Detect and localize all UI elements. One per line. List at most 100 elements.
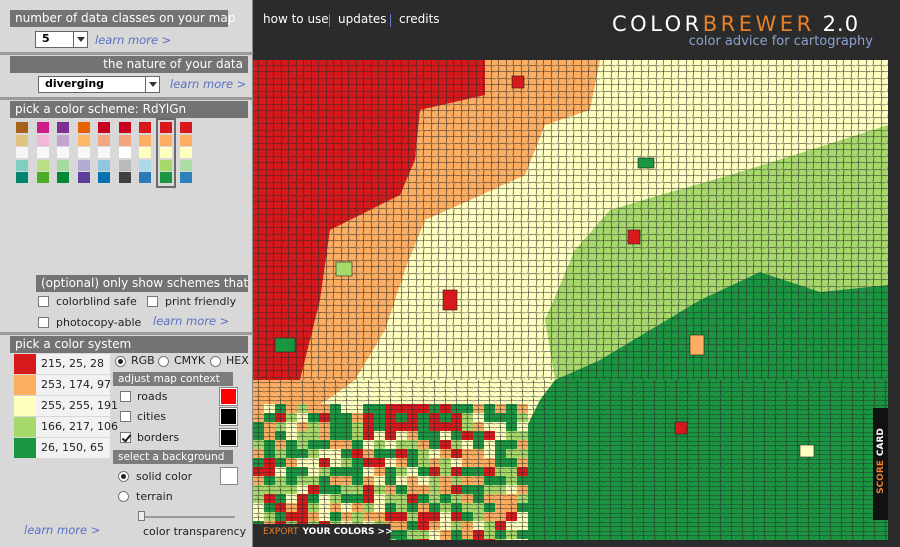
radio[interactable] bbox=[118, 491, 129, 502]
color-value: 166, 217, 106 bbox=[41, 420, 118, 433]
scheme-swatch[interactable] bbox=[139, 122, 151, 133]
scheme-swatch[interactable] bbox=[16, 134, 28, 146]
checkbox[interactable] bbox=[120, 391, 131, 402]
learn-more-link[interactable]: learn more > bbox=[24, 523, 101, 537]
map-county bbox=[511, 75, 525, 89]
color-value: 215, 25, 28 bbox=[41, 357, 104, 370]
scheme-swatch[interactable] bbox=[98, 134, 110, 146]
county-borders bbox=[253, 60, 888, 380]
checkbox[interactable] bbox=[147, 296, 158, 307]
checkbox[interactable] bbox=[38, 296, 49, 307]
radio[interactable] bbox=[158, 356, 169, 367]
selected-scheme-frame bbox=[155, 118, 176, 188]
section-separator bbox=[0, 97, 253, 100]
scheme-swatch[interactable] bbox=[77, 159, 90, 171]
scheme-swatch[interactable] bbox=[180, 159, 192, 171]
scheme-swatch[interactable] bbox=[159, 147, 172, 158]
export-prefix: EXPORT bbox=[263, 527, 299, 537]
scheme-swatch[interactable] bbox=[77, 147, 90, 158]
color-picker[interactable] bbox=[219, 407, 238, 426]
scheme-swatch[interactable] bbox=[159, 172, 172, 183]
checkbox[interactable] bbox=[120, 432, 131, 443]
scheme-swatch[interactable] bbox=[98, 122, 110, 133]
scheme-swatch[interactable] bbox=[139, 147, 151, 158]
scheme-swatch[interactable] bbox=[118, 147, 131, 158]
nav-separator bbox=[329, 14, 330, 27]
scheme-swatch[interactable] bbox=[57, 147, 69, 158]
scheme-swatch[interactable] bbox=[77, 134, 90, 146]
radio[interactable] bbox=[210, 356, 221, 367]
scheme-swatch[interactable] bbox=[36, 159, 49, 171]
color-picker[interactable] bbox=[219, 428, 238, 447]
scheme-swatch[interactable] bbox=[16, 159, 28, 171]
color-swatch bbox=[14, 417, 36, 437]
checkbox-label: print friendly bbox=[165, 295, 237, 308]
color-row-bg bbox=[14, 396, 110, 416]
scheme-swatch[interactable] bbox=[57, 134, 69, 146]
scheme-swatch[interactable] bbox=[77, 122, 90, 133]
checkbox-label: borders bbox=[137, 431, 180, 444]
color-swatch bbox=[14, 396, 36, 416]
scheme-swatch[interactable] bbox=[159, 159, 172, 171]
scheme-swatch[interactable] bbox=[77, 172, 90, 183]
nature-dropdown[interactable]: diverging bbox=[38, 76, 160, 93]
scheme-swatch[interactable] bbox=[118, 122, 131, 133]
dropdown-arrow bbox=[145, 77, 159, 92]
export-button[interactable]: EXPORT YOUR COLORS >> bbox=[253, 524, 393, 540]
map-county bbox=[442, 289, 458, 311]
scheme-swatch[interactable] bbox=[36, 172, 49, 183]
scheme-swatch[interactable] bbox=[36, 122, 49, 133]
scheme-swatch[interactable] bbox=[16, 147, 28, 158]
scheme-swatch[interactable] bbox=[180, 134, 192, 146]
map-county bbox=[799, 444, 815, 458]
scheme-swatch[interactable] bbox=[139, 159, 151, 171]
scheme-swatch[interactable] bbox=[139, 172, 151, 183]
nav-link[interactable]: credits bbox=[399, 12, 440, 26]
color-row-bg bbox=[14, 438, 110, 458]
checkbox[interactable] bbox=[120, 411, 131, 422]
scheme-swatch[interactable] bbox=[98, 147, 110, 158]
county-borders bbox=[253, 380, 888, 540]
radio[interactable] bbox=[115, 356, 126, 367]
score-card-label: CARD bbox=[876, 428, 886, 457]
scheme-swatch[interactable] bbox=[159, 134, 172, 146]
scheme-swatch[interactable] bbox=[57, 172, 69, 183]
radio-label: terrain bbox=[136, 490, 173, 503]
slider-track[interactable] bbox=[140, 516, 235, 518]
scheme-swatch[interactable] bbox=[180, 172, 192, 183]
scheme-swatch[interactable] bbox=[57, 159, 69, 171]
scheme-swatch[interactable] bbox=[180, 122, 192, 133]
nav-link[interactable]: updates bbox=[338, 12, 387, 26]
nav-link[interactable]: how to use bbox=[263, 12, 329, 26]
scheme-swatch[interactable] bbox=[16, 172, 28, 183]
scheme-swatch[interactable] bbox=[98, 172, 110, 183]
color-row-bg bbox=[14, 417, 110, 437]
section-separator bbox=[0, 52, 253, 55]
learn-more-link[interactable]: learn more > bbox=[95, 33, 172, 47]
color-picker[interactable] bbox=[220, 467, 238, 485]
checkbox[interactable] bbox=[38, 317, 49, 328]
scheme-swatch[interactable] bbox=[36, 134, 49, 146]
scheme-swatch[interactable] bbox=[98, 159, 110, 171]
score-card-text: SCORE CARD bbox=[876, 411, 886, 511]
scheme-swatch[interactable] bbox=[57, 122, 69, 133]
scheme-swatch[interactable] bbox=[118, 134, 131, 146]
score-card-tab[interactable]: SCORE CARD bbox=[873, 408, 888, 520]
scheme-swatch[interactable] bbox=[118, 172, 131, 183]
color-value: 26, 150, 65 bbox=[41, 441, 104, 454]
map-county bbox=[689, 334, 705, 356]
learn-more-link[interactable]: learn more > bbox=[170, 77, 247, 91]
scheme-swatch[interactable] bbox=[118, 159, 131, 171]
scheme-swatch[interactable] bbox=[36, 147, 49, 158]
slider-knob[interactable] bbox=[138, 511, 145, 521]
color-value: 253, 174, 97 bbox=[41, 378, 111, 391]
learn-more-link[interactable]: learn more > bbox=[153, 314, 230, 328]
color-picker[interactable] bbox=[219, 387, 238, 406]
map-county bbox=[335, 261, 353, 277]
classes-dropdown[interactable]: 5 bbox=[35, 31, 88, 48]
scheme-swatch[interactable] bbox=[139, 134, 151, 146]
radio[interactable] bbox=[118, 471, 129, 482]
scheme-swatch[interactable] bbox=[180, 147, 192, 158]
scheme-swatch[interactable] bbox=[159, 122, 172, 133]
scheme-swatch[interactable] bbox=[16, 122, 28, 133]
